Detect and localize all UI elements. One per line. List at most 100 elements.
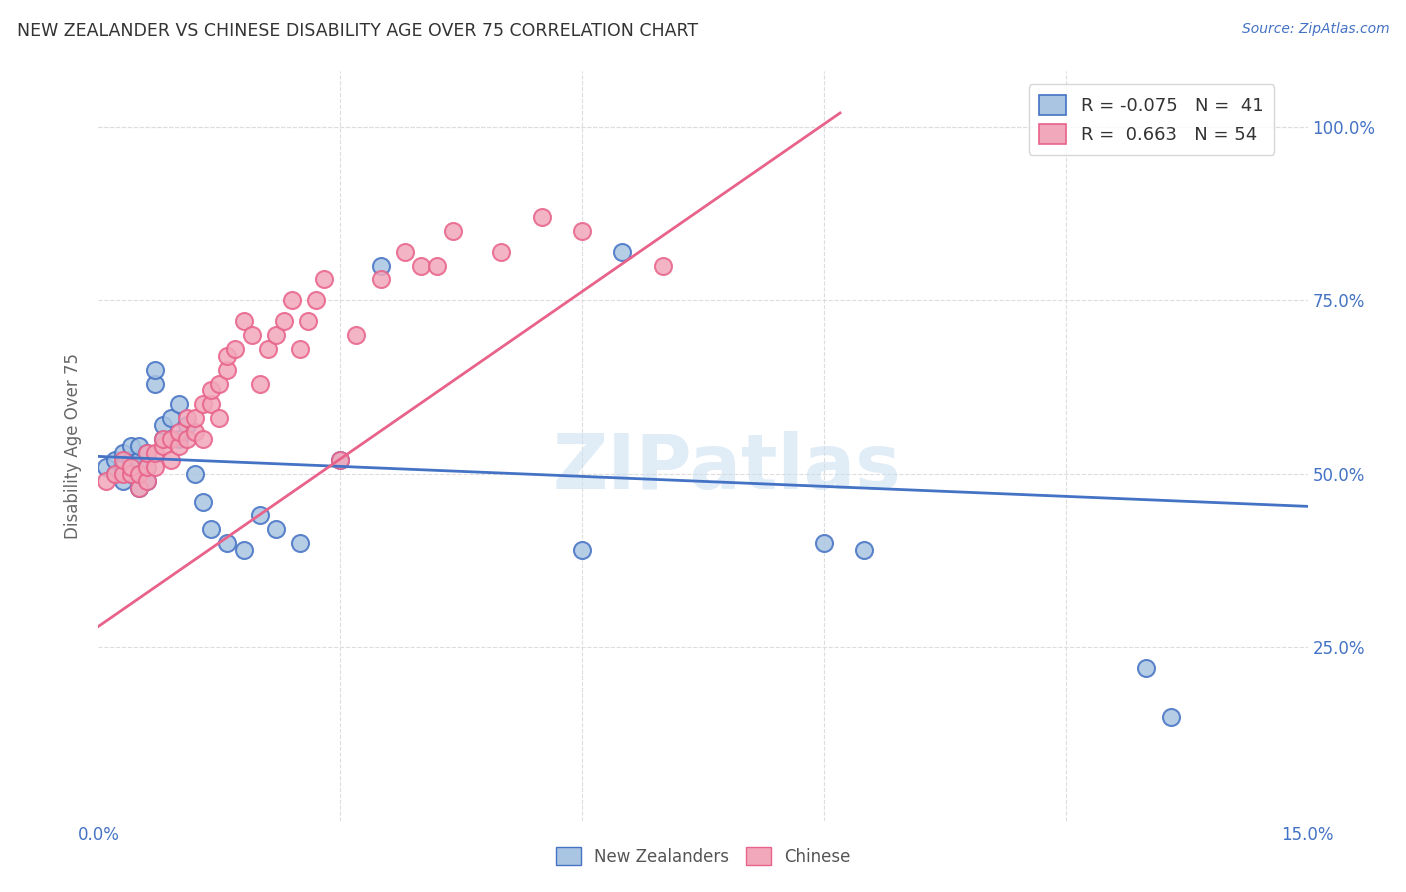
- Point: [329, 453, 352, 467]
- Point: [160, 411, 183, 425]
- Point: [208, 376, 231, 391]
- Point: [167, 425, 190, 439]
- Point: [96, 459, 118, 474]
- Point: [217, 349, 239, 363]
- Point: [176, 411, 198, 425]
- Point: [264, 522, 287, 536]
- Point: [530, 210, 553, 224]
- Point: [143, 446, 166, 460]
- Point: [111, 446, 134, 460]
- Point: [128, 481, 150, 495]
- Point: [167, 439, 190, 453]
- Point: [152, 432, 174, 446]
- Point: [370, 259, 392, 273]
- Point: [120, 459, 142, 474]
- Point: [200, 397, 222, 411]
- Point: [184, 425, 207, 439]
- Point: [288, 342, 311, 356]
- Point: [103, 453, 125, 467]
- Point: [249, 376, 271, 391]
- Point: [651, 259, 673, 273]
- Point: [128, 467, 150, 481]
- Point: [329, 453, 352, 467]
- Point: [224, 342, 246, 356]
- Point: [232, 314, 254, 328]
- Point: [193, 397, 215, 411]
- Point: [208, 411, 231, 425]
- Text: ZIPatlas: ZIPatlas: [553, 432, 901, 506]
- Point: [160, 432, 183, 446]
- Point: [249, 508, 271, 523]
- Point: [232, 543, 254, 558]
- Point: [135, 446, 157, 460]
- Point: [143, 376, 166, 391]
- Point: [441, 224, 464, 238]
- Point: [281, 293, 304, 308]
- Point: [128, 453, 150, 467]
- Point: [120, 453, 142, 467]
- Point: [120, 467, 142, 481]
- Point: [813, 536, 835, 550]
- Point: [176, 432, 198, 446]
- Point: [96, 474, 118, 488]
- Point: [1160, 709, 1182, 723]
- Point: [571, 543, 593, 558]
- Text: NEW ZEALANDER VS CHINESE DISABILITY AGE OVER 75 CORRELATION CHART: NEW ZEALANDER VS CHINESE DISABILITY AGE …: [17, 22, 697, 40]
- Point: [344, 328, 367, 343]
- Point: [135, 474, 157, 488]
- Legend: New Zealanders, Chinese: New Zealanders, Chinese: [548, 840, 858, 872]
- Point: [200, 522, 222, 536]
- Point: [152, 432, 174, 446]
- Point: [143, 459, 166, 474]
- Point: [103, 467, 125, 481]
- Point: [128, 481, 150, 495]
- Point: [409, 259, 432, 273]
- Point: [120, 467, 142, 481]
- Point: [111, 474, 134, 488]
- Point: [167, 432, 190, 446]
- Point: [111, 453, 134, 467]
- Point: [135, 446, 157, 460]
- Point: [217, 362, 239, 376]
- Text: Source: ZipAtlas.com: Source: ZipAtlas.com: [1241, 22, 1389, 37]
- Point: [370, 272, 392, 286]
- Point: [240, 328, 263, 343]
- Y-axis label: Disability Age Over 75: Disability Age Over 75: [65, 353, 83, 539]
- Point: [612, 244, 634, 259]
- Point: [135, 459, 157, 474]
- Point: [160, 432, 183, 446]
- Point: [256, 342, 278, 356]
- Point: [128, 467, 150, 481]
- Point: [200, 384, 222, 398]
- Point: [314, 272, 336, 286]
- Point: [167, 397, 190, 411]
- Point: [288, 536, 311, 550]
- Point: [273, 314, 295, 328]
- Point: [103, 467, 125, 481]
- Point: [111, 467, 134, 481]
- Point: [264, 328, 287, 343]
- Point: [426, 259, 449, 273]
- Point: [128, 439, 150, 453]
- Point: [176, 418, 198, 433]
- Point: [152, 439, 174, 453]
- Point: [394, 244, 416, 259]
- Point: [305, 293, 328, 308]
- Point: [193, 432, 215, 446]
- Point: [143, 362, 166, 376]
- Point: [135, 459, 157, 474]
- Point: [111, 459, 134, 474]
- Point: [193, 494, 215, 508]
- Point: [184, 467, 207, 481]
- Point: [120, 439, 142, 453]
- Point: [853, 543, 876, 558]
- Point: [571, 224, 593, 238]
- Point: [217, 536, 239, 550]
- Point: [152, 418, 174, 433]
- Point: [1135, 661, 1157, 675]
- Point: [184, 411, 207, 425]
- Point: [135, 474, 157, 488]
- Point: [491, 244, 513, 259]
- Point: [297, 314, 319, 328]
- Point: [160, 453, 183, 467]
